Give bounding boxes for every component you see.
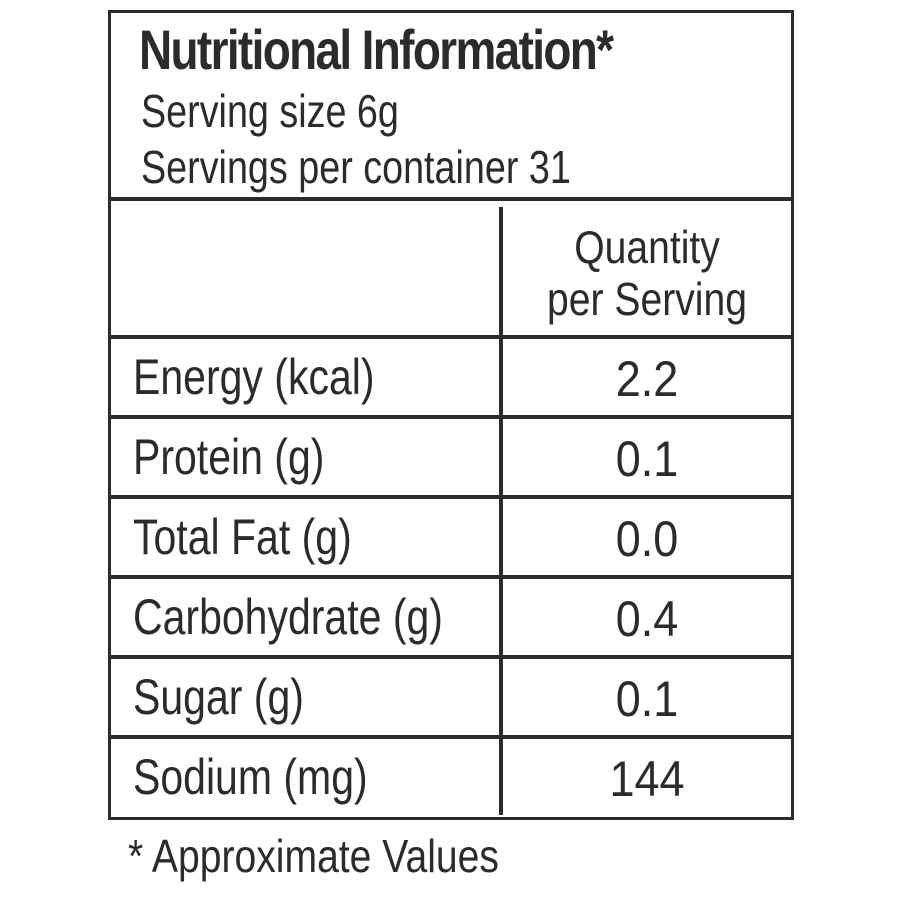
column-divider xyxy=(499,659,503,735)
table-row: Total Fat (g) 0.0 xyxy=(111,499,791,579)
nutrition-title: Nutritional Information* xyxy=(139,18,614,81)
table-row: Sugar (g) 0.1 xyxy=(111,659,791,739)
quantity-header-line2: per Serving xyxy=(547,273,747,325)
table-row: Carbohydrate (g) 0.4 xyxy=(111,579,791,659)
column-divider xyxy=(499,579,503,655)
serving-size: Serving size 6g xyxy=(141,85,399,137)
nutrient-quantity: 144 xyxy=(609,751,685,807)
table-row: Sodium (mg) 144 xyxy=(111,739,791,815)
nutrition-table: Quantity per Serving Energy (kcal) 2.2 P… xyxy=(111,201,791,815)
nutrition-facts-panel: Nutritional Information* Serving size 6g… xyxy=(108,10,794,820)
footnote: * Approximate Values xyxy=(128,830,499,882)
nutrient-label: Carbohydrate (g) xyxy=(133,589,443,645)
nutrient-label: Sugar (g) xyxy=(133,669,304,725)
nutrient-label: Energy (kcal) xyxy=(133,349,375,405)
servings-per-container: Servings per container 31 xyxy=(141,141,571,193)
quantity-header-line1: Quantity xyxy=(574,221,720,273)
column-divider xyxy=(499,739,503,815)
column-divider xyxy=(499,339,503,415)
nutrient-quantity: 0.4 xyxy=(615,591,679,647)
nutrient-quantity: 0.1 xyxy=(615,671,679,727)
nutrient-quantity: 0.0 xyxy=(615,511,679,567)
column-divider xyxy=(499,419,503,495)
nutrient-quantity: 0.1 xyxy=(615,431,679,487)
table-row: Protein (g) 0.1 xyxy=(111,419,791,499)
table-header-row: Quantity per Serving xyxy=(111,201,791,339)
nutrient-label: Protein (g) xyxy=(133,429,325,485)
nutrition-header: Nutritional Information* Serving size 6g… xyxy=(111,13,791,201)
nutrient-quantity: 2.2 xyxy=(615,351,679,407)
column-divider xyxy=(499,207,503,335)
nutrient-label: Total Fat (g) xyxy=(133,509,352,565)
column-divider xyxy=(499,499,503,575)
nutrient-label: Sodium (mg) xyxy=(133,749,368,805)
table-row: Energy (kcal) 2.2 xyxy=(111,339,791,419)
